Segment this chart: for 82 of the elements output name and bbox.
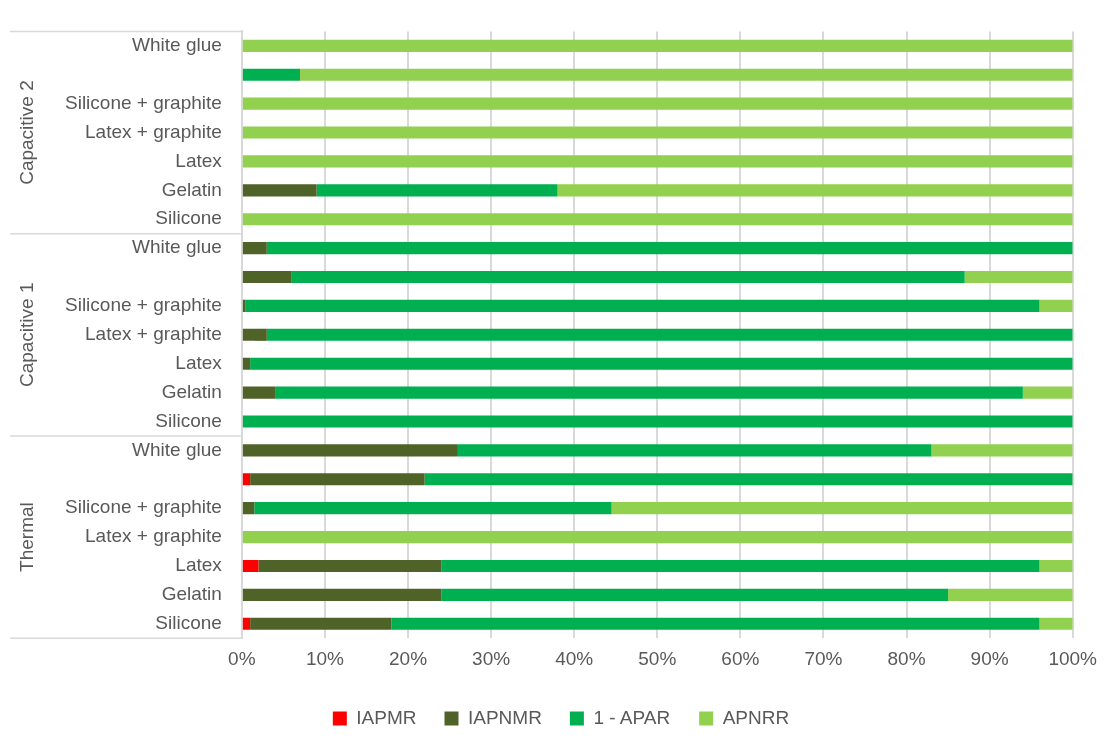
text: Thermal (16, 502, 38, 572)
bar (242, 68, 301, 81)
bar (557, 184, 1073, 197)
y-tick-label: Gelatin (161, 380, 222, 402)
y-tick-label: Gelatin (161, 583, 222, 605)
bar (391, 617, 1040, 630)
y-tick-label: Silicone + graphite (64, 496, 222, 518)
x-tick-label: 50% (638, 647, 677, 669)
bar (242, 502, 255, 515)
bar (457, 444, 932, 457)
bar (266, 328, 1073, 341)
x-tick-label: 20% (389, 647, 428, 669)
y-tick-label: Latex (175, 554, 223, 576)
y-tick-label: Silicone (155, 611, 222, 633)
bar (242, 39, 1073, 52)
bar (300, 68, 1073, 81)
y-tick-label: Silicone (155, 207, 222, 229)
legend-label: IAPNMR (467, 706, 542, 728)
bar (242, 126, 1073, 139)
y-tick-label: Silicone + graphite (64, 91, 222, 113)
bar (242, 444, 458, 457)
y-tick-label: Silicone + graphite (64, 294, 222, 316)
bar (242, 270, 292, 284)
bar (266, 242, 1073, 255)
bar (258, 559, 442, 573)
bar (242, 617, 251, 630)
bar (242, 97, 1073, 110)
legend-label: APNRR (722, 706, 790, 728)
bar (242, 559, 259, 573)
y-tick-label: Latex + graphite (85, 525, 222, 547)
bar (316, 184, 558, 197)
y-tick-label: White glue (132, 236, 222, 258)
bar (250, 617, 392, 630)
bar (254, 502, 612, 515)
y-tick-label: Silicone (155, 409, 222, 431)
bar (275, 386, 1023, 399)
y-tick-label: Gelatin (161, 178, 222, 200)
text: Capacitive 2 (16, 80, 38, 185)
bar (242, 588, 442, 601)
x-tick-label: 60% (721, 647, 760, 669)
bar (291, 270, 965, 284)
text: Capacitive 1 (16, 282, 38, 388)
bar (250, 357, 1073, 370)
bar (441, 588, 949, 601)
bar (1022, 386, 1073, 399)
y-tick-label: Latex (175, 351, 223, 373)
bar (245, 299, 1040, 312)
bar (1039, 559, 1073, 573)
bar (424, 473, 1073, 486)
y-tick-label: Latex + graphite (85, 120, 222, 142)
x-tick-label: 100% (1048, 647, 1098, 669)
legend-label: 1 - APAR (593, 706, 671, 728)
y-tick-label: White glue (132, 438, 222, 460)
x-tick-label: 10% (305, 647, 345, 669)
bar (242, 213, 1073, 226)
x-tick-label: 40% (555, 647, 594, 669)
bar (242, 415, 1073, 428)
bar (441, 559, 1040, 573)
x-tick-label: 30% (472, 647, 511, 669)
x-tick-label: 70% (804, 647, 843, 669)
x-tick-label: 0% (228, 647, 256, 669)
bar (931, 444, 1073, 457)
bar (242, 184, 317, 197)
bar (242, 386, 276, 399)
x-tick-label: 80% (887, 647, 926, 669)
bar (611, 502, 1073, 515)
bar (242, 357, 251, 370)
y-tick-label: White glue (132, 34, 222, 56)
y-tick-label: Latex (175, 149, 223, 171)
legend-label: IAPMR (356, 706, 417, 728)
bar (242, 473, 251, 486)
x-tick-label: 90% (970, 647, 1009, 669)
bar (250, 473, 425, 486)
bar (242, 328, 267, 341)
bar (242, 242, 267, 255)
bar (242, 155, 1073, 168)
y-tick-label: Latex + graphite (85, 323, 222, 345)
bar (964, 270, 1073, 284)
bar (1039, 299, 1073, 312)
bar (1039, 617, 1073, 630)
bar (948, 588, 1073, 601)
bar (242, 531, 1073, 544)
